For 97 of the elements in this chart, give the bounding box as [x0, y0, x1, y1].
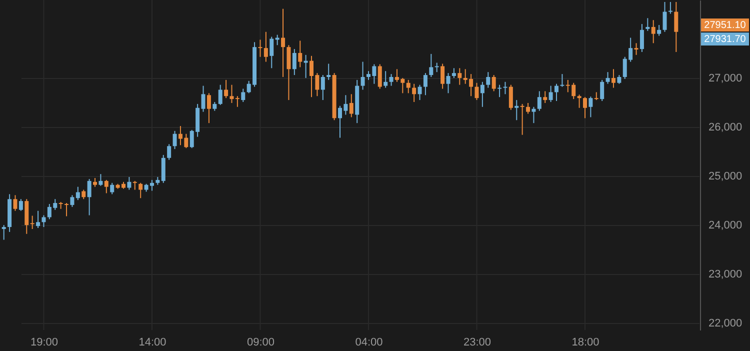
candlestick	[503, 81, 508, 95]
candlestick	[2, 224, 6, 240]
candlestick	[161, 154, 166, 184]
x-tick-label: 19:00	[30, 336, 58, 348]
candlestick	[588, 96, 593, 118]
text: 27931.70	[704, 34, 746, 45]
candlestick	[440, 63, 445, 90]
candlestick	[406, 79, 410, 94]
y-tick-label: 27,000	[708, 72, 742, 84]
candlestick	[662, 1, 667, 32]
candlestick	[554, 83, 559, 102]
candlestick	[560, 74, 564, 88]
candlestick	[520, 103, 524, 136]
y-tick-label: 26,000	[708, 122, 742, 134]
candlestick	[543, 90, 548, 104]
candlestick	[412, 83, 416, 102]
candlestick	[201, 85, 206, 112]
candlestick	[458, 68, 462, 86]
candlestick	[64, 202, 69, 217]
candlestick	[474, 82, 479, 101]
candlestick	[600, 79, 604, 102]
candlestick	[611, 68, 616, 88]
candlestick	[167, 144, 172, 160]
x-tick-label: 04:00	[355, 336, 383, 348]
candlestick	[18, 198, 23, 212]
candlestick	[82, 189, 86, 200]
candlestick	[384, 70, 388, 88]
candlestick	[76, 186, 80, 201]
candlestick	[235, 96, 240, 108]
candlestick	[110, 182, 114, 195]
candlestick	[349, 94, 354, 118]
candlestick	[640, 24, 644, 52]
candlestick	[98, 174, 103, 186]
candlestick	[577, 94, 582, 108]
candlestick	[30, 215, 34, 230]
text: 27951.10	[704, 20, 746, 31]
candlestick	[304, 54, 308, 78]
candlestick	[42, 214, 46, 228]
candlestick	[298, 40, 302, 68]
candlestick	[582, 96, 587, 119]
candlestick	[241, 88, 246, 102]
y-tick-label: 22,000	[708, 318, 742, 330]
candlestick	[674, 1, 678, 52]
candlestick	[87, 178, 92, 216]
candlestick	[657, 24, 662, 36]
candlestick	[634, 42, 638, 56]
candlestick	[104, 179, 108, 194]
candlestick	[492, 74, 496, 92]
candlestick	[270, 36, 274, 69]
candlestick	[508, 84, 513, 110]
candlestick	[514, 100, 519, 121]
candlestick	[537, 90, 542, 112]
candlestick	[138, 182, 143, 199]
candlestick	[132, 180, 137, 190]
candlestick	[258, 39, 262, 58]
candlestick	[594, 92, 598, 101]
candlestick	[651, 20, 656, 44]
candlestick	[286, 44, 291, 101]
candlestick	[498, 84, 502, 98]
candlestick	[606, 72, 610, 84]
candlestick	[429, 53, 434, 78]
x-tick-label: 18:00	[572, 336, 600, 348]
candlestick	[172, 130, 177, 150]
candlestick	[486, 72, 490, 88]
candlestick	[13, 194, 18, 212]
candlestick	[70, 194, 74, 208]
candlestick	[532, 106, 536, 124]
candlestick	[320, 74, 325, 101]
candlestick	[423, 72, 428, 96]
candlestick	[36, 210, 40, 229]
candlestick	[224, 79, 228, 99]
candlestick	[264, 31, 268, 62]
x-tick-label: 14:00	[138, 336, 166, 348]
candlestick	[281, 8, 286, 78]
candlestick	[434, 62, 439, 73]
candlestick	[389, 74, 394, 86]
candlestick	[360, 61, 365, 90]
candlestick	[446, 72, 450, 94]
candlestick	[526, 102, 530, 114]
candlestick	[218, 84, 222, 106]
x-tick-label: 23:00	[463, 336, 492, 348]
x-tick-label: 09:00	[246, 336, 274, 348]
y-tick-label: 24,000	[708, 220, 742, 232]
candlestick	[378, 64, 382, 90]
candlestick	[230, 84, 234, 104]
y-tick-label: 25,000	[708, 170, 742, 183]
candlestick	[548, 85, 553, 102]
candlestick	[206, 92, 211, 124]
candlestick	[326, 63, 331, 80]
candlestick	[292, 48, 296, 76]
candlestick	[480, 81, 484, 108]
candlestick	[668, 1, 672, 14]
candlestick	[418, 84, 422, 101]
candlestick	[127, 176, 132, 190]
y-tick-label: 23,000	[708, 268, 742, 281]
candlestick	[646, 18, 650, 32]
candlestick	[452, 68, 456, 78]
